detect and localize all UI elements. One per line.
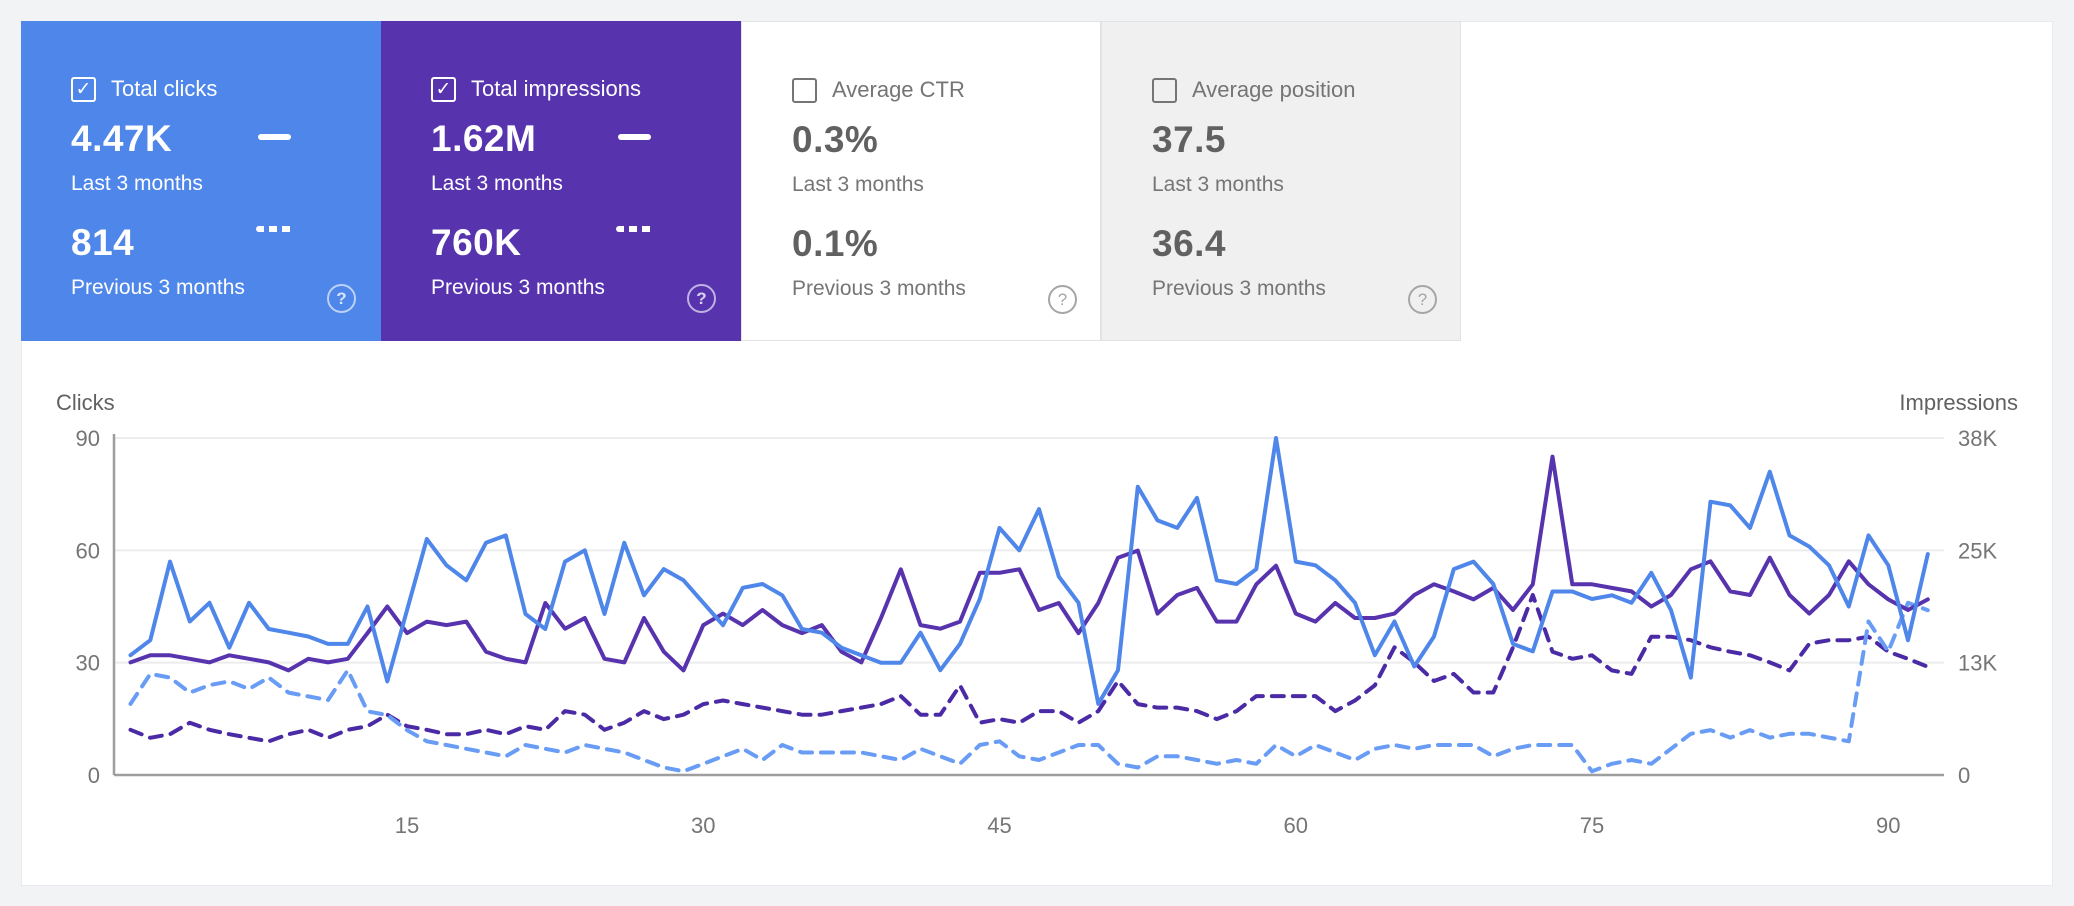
x-tick: 30 (691, 813, 715, 838)
secondary-caption: Previous 3 months (792, 277, 966, 300)
secondary-caption: Previous 3 months (1152, 277, 1326, 300)
metric-card-total-impressions[interactable]: ✓ Total impressions 1.62M Last 3 months … (381, 21, 741, 341)
y-right-tick: 38K (1958, 426, 1997, 451)
metric-card-total-clicks[interactable]: ✓ Total clicks 4.47K Last 3 months 814 P… (21, 21, 381, 341)
help-icon[interactable]: ? (687, 284, 716, 313)
solid-line-legend-icon (258, 134, 291, 140)
help-icon[interactable]: ? (1408, 285, 1437, 314)
checkbox-total-impressions[interactable]: ✓ (431, 77, 456, 102)
x-tick: 45 (987, 813, 1011, 838)
x-tick: 15 (395, 813, 419, 838)
dashed-line-legend-icon (616, 226, 653, 232)
card-label: Total clicks (111, 76, 218, 101)
left-axis-title: Clicks (56, 390, 115, 415)
dashed-line-legend-icon (256, 226, 293, 232)
secondary-caption: Previous 3 months (431, 276, 605, 299)
card-label: Average position (1192, 77, 1356, 102)
secondary-value: 0.1% (792, 223, 879, 264)
secondary-value: 36.4 (1152, 223, 1227, 264)
right-axis-title: Impressions (1899, 390, 2018, 415)
primary-value: 37.5 (1152, 119, 1227, 160)
primary-value: 1.62M (431, 118, 537, 159)
primary-caption: Last 3 months (71, 172, 203, 195)
checkbox-average-position[interactable]: ✓ (1152, 78, 1177, 103)
y-right-tick: 0 (1958, 763, 1970, 788)
metric-card-average-position[interactable]: ✓ Average position 37.5 Last 3 months 36… (1101, 21, 1461, 341)
line-impressions (128, 454, 1930, 673)
metric-card-average-ctr[interactable]: ✓ Average CTR 0.3% Last 3 months 0.1% Pr… (741, 21, 1101, 341)
x-tick: 60 (1284, 813, 1308, 838)
help-icon[interactable]: ? (327, 284, 356, 313)
primary-value: 4.47K (71, 118, 173, 159)
check-icon: ✓ (75, 79, 92, 100)
checkbox-total-clicks[interactable]: ✓ (71, 77, 96, 102)
x-tick: 90 (1876, 813, 1900, 838)
primary-value: 0.3% (792, 119, 879, 160)
y-left-tick: 30 (76, 651, 100, 676)
card-label: Average CTR (832, 77, 965, 102)
checkbox-average-ctr[interactable]: ✓ (792, 78, 817, 103)
card-label: Total impressions (471, 76, 641, 101)
secondary-caption: Previous 3 months (71, 276, 245, 299)
primary-caption: Last 3 months (1152, 173, 1284, 196)
y-left-tick: 60 (76, 538, 100, 563)
primary-caption: Last 3 months (792, 173, 924, 196)
secondary-value: 760K (431, 222, 522, 263)
x-tick: 75 (1580, 813, 1604, 838)
y-right-tick: 13K (1958, 651, 1997, 676)
y-left-tick: 90 (76, 426, 100, 451)
y-right-tick: 25K (1958, 538, 1997, 563)
y-left-tick: 0 (88, 763, 100, 788)
solid-line-legend-icon (618, 134, 651, 140)
line-clicks (128, 436, 1930, 706)
line-impressions-previous (128, 593, 1930, 744)
line-clicks-previous (128, 600, 1930, 774)
check-icon: ✓ (435, 79, 452, 100)
secondary-value: 814 (71, 222, 135, 263)
primary-caption: Last 3 months (431, 172, 563, 195)
help-icon[interactable]: ? (1048, 285, 1077, 314)
